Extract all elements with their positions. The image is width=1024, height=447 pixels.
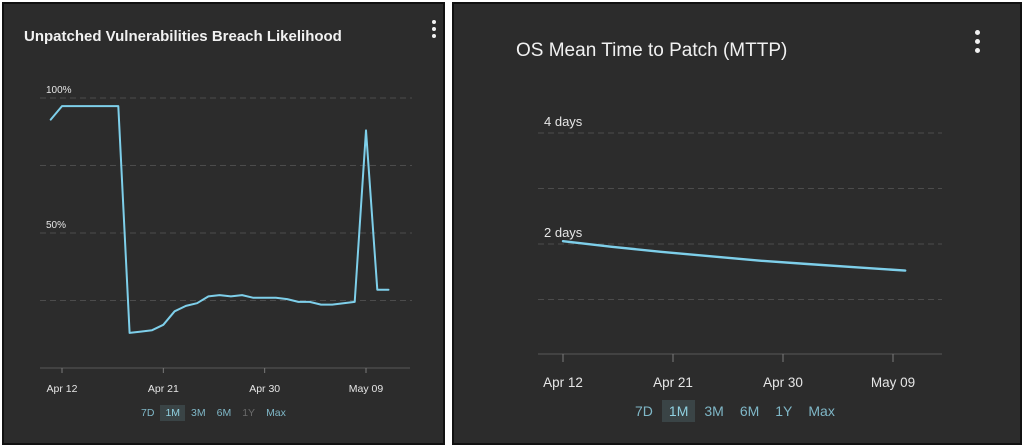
breach-range-1y: 1Y	[242, 407, 256, 419]
breach-range-selector: 7D 1M 3M 6M 1Y Max	[136, 405, 292, 421]
mttp-x-tick-label: Apr 30	[763, 375, 803, 390]
mttp-x-tick-label: Apr 12	[543, 375, 583, 390]
breach-range-3m[interactable]: 3M	[191, 407, 206, 419]
breach-likelihood-panel: Unpatched Vulnerabilities Breach Likelih…	[2, 2, 445, 445]
mttp-range-max[interactable]: Max	[808, 403, 835, 419]
mttp-range-7d[interactable]: 7D	[635, 403, 653, 419]
breach-likelihood-title: Unpatched Vulnerabilities Breach Likelih…	[24, 28, 342, 45]
mttp-panel: OS Mean Time to Patch (MTTP)	[452, 2, 1022, 445]
mttp-range-6m[interactable]: 6M	[739, 403, 760, 419]
breach-x-tick-label: Apr 30	[249, 383, 280, 395]
breach-y-tick-label: 100%	[46, 85, 72, 96]
breach-range-1m[interactable]: 1M	[160, 405, 186, 421]
mttp-range-selector: 7D 1M 3M 6M 1Y Max	[628, 400, 844, 422]
mttp-series-line	[561, 239, 907, 272]
mttp-x-tick-label: Apr 21	[653, 375, 693, 390]
mttp-y-tick-label: 4 days	[544, 114, 583, 129]
mttp-range-1m[interactable]: 1M	[661, 400, 696, 422]
breach-range-7d[interactable]: 7D	[141, 407, 155, 419]
breach-x-tick-label: Apr 21	[148, 383, 179, 395]
breach-x-tick-label: May 09	[349, 383, 384, 395]
mttp-x-tick-label: May 09	[871, 375, 915, 390]
mttp-title: OS Mean Time to Patch (MTTP)	[516, 40, 788, 61]
breach-panel-more-icon[interactable]	[430, 20, 438, 41]
mttp-range-1y[interactable]: 1Y	[775, 403, 793, 419]
breach-range-6m[interactable]: 6M	[216, 407, 232, 419]
mttp-y-tick-label: 2 days	[544, 225, 583, 240]
mttp-range-3m[interactable]: 3M	[704, 403, 724, 419]
breach-x-tick-label: Apr 12	[47, 383, 78, 395]
breach-series-line	[49, 105, 390, 334]
mttp-panel-more-icon[interactable]	[973, 30, 981, 57]
breach-y-tick-label: 50%	[46, 220, 66, 231]
breach-range-max[interactable]: Max	[266, 407, 286, 419]
